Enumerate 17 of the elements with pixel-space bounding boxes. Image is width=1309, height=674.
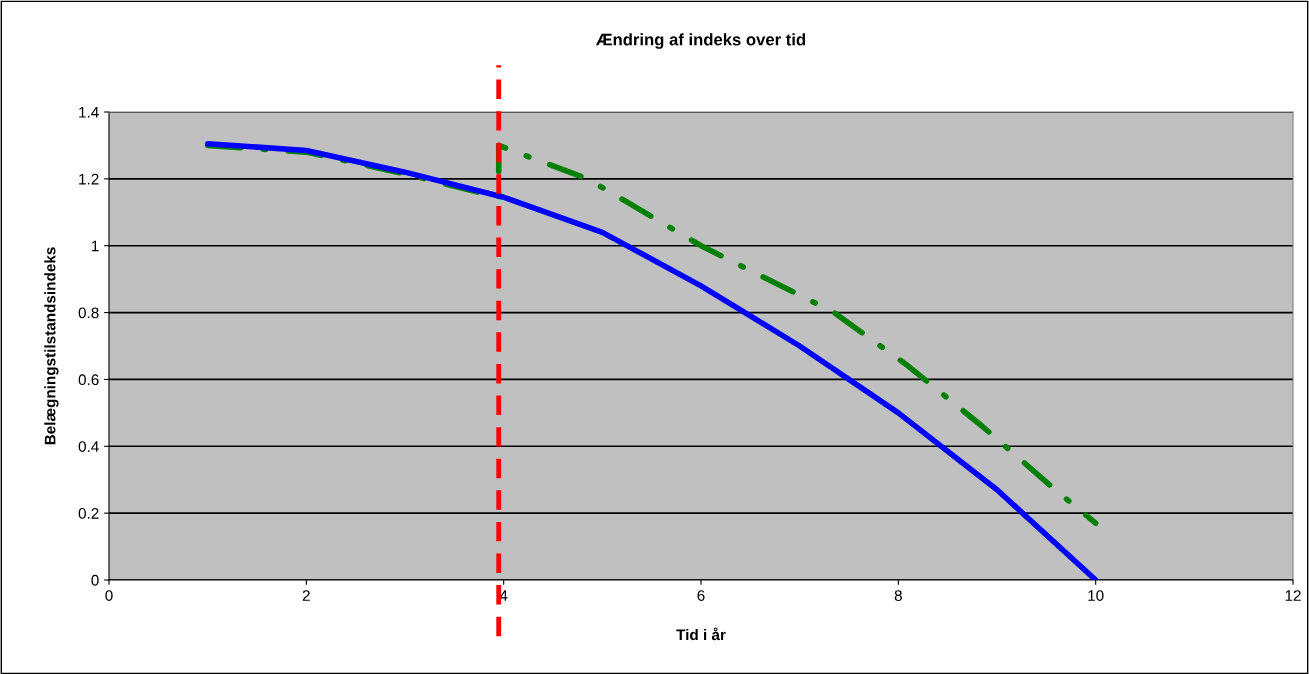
x-axis-title: Tid i år	[676, 627, 726, 641]
y-tick-label: 0.8	[78, 307, 99, 319]
y-tick-label: 0.4	[78, 441, 99, 452]
x-tick-label: 0	[105, 590, 113, 601]
y-tick-label: 1	[91, 240, 99, 252]
y-tick-label: 0	[91, 574, 99, 586]
y-tick-label: 1.2	[79, 173, 99, 185]
y-axis-title: Belægningstilstandsindeks	[44, 247, 59, 445]
y-tick-label: 0.6	[78, 374, 99, 386]
x-tick-label: 10	[1088, 590, 1104, 601]
y-tick-label: 1.4	[79, 107, 99, 118]
x-tick-label: 6	[697, 590, 705, 601]
x-tick-label: 12	[1285, 590, 1301, 601]
x-tick-label: 8	[894, 590, 902, 601]
x-tick-label: 2	[302, 590, 310, 601]
y-tick-label: 0.2	[78, 508, 99, 519]
chart-title: Ændring af indeks over tid	[595, 33, 806, 49]
